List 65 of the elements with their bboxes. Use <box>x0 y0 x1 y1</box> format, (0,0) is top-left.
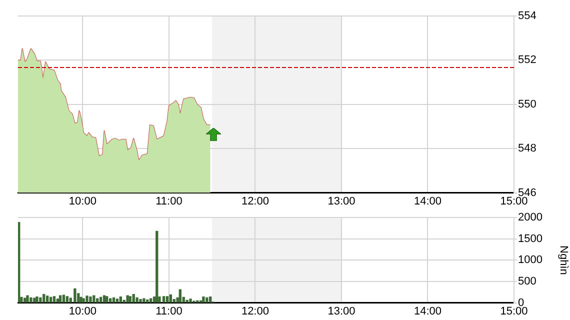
bar <box>119 296 122 303</box>
bar <box>139 299 142 303</box>
bar <box>178 289 182 303</box>
bar <box>80 296 82 303</box>
bar <box>74 288 76 303</box>
bar <box>39 297 42 303</box>
bar <box>126 295 129 303</box>
y-tick-label: 1500 <box>518 232 542 245</box>
bar <box>96 298 99 303</box>
x-tick-label: 10:00 <box>68 195 96 208</box>
bar <box>52 296 56 303</box>
bar <box>186 300 188 303</box>
bar <box>209 296 212 303</box>
y-tick-label: 1000 <box>518 254 542 266</box>
bar <box>82 298 85 303</box>
x-tick-label: 13:00 <box>328 195 356 208</box>
bar <box>42 294 46 303</box>
bar <box>196 300 199 303</box>
bar <box>36 296 38 303</box>
bar <box>132 294 135 303</box>
bar <box>156 230 158 303</box>
x-tick-label: 11:00 <box>156 195 182 208</box>
bar <box>166 296 169 303</box>
bar <box>18 222 20 303</box>
bar <box>146 299 149 303</box>
y-tick-label: 548 <box>518 142 536 155</box>
y-tick-label: 550 <box>518 98 536 110</box>
bar <box>26 295 29 303</box>
x-tick-label: 11:00 <box>156 305 182 318</box>
bar <box>116 298 119 303</box>
bar <box>92 295 96 303</box>
y-tick-label: 2000 <box>518 212 542 224</box>
bar <box>30 297 32 303</box>
x-tick-label: 12:00 <box>241 195 269 208</box>
y-tick-label: 500 <box>518 276 536 288</box>
x-tick-label: 10:00 <box>68 305 96 318</box>
bar <box>202 296 205 303</box>
bar <box>66 296 68 303</box>
bar <box>142 298 146 303</box>
bar <box>162 296 166 303</box>
bar <box>86 296 88 303</box>
bar <box>169 294 172 303</box>
bar <box>150 298 152 303</box>
bar <box>46 296 49 303</box>
bar <box>106 296 108 303</box>
bar <box>136 297 138 303</box>
x-tick-label: 14:00 <box>414 195 442 208</box>
y-tick-label: 552 <box>518 54 536 66</box>
bar <box>99 296 102 303</box>
x-tick-label: 15:00 <box>500 305 528 318</box>
y-tick-label: 554 <box>518 10 536 22</box>
bar <box>49 296 52 303</box>
x-tick-label: 15:00 <box>500 195 528 208</box>
x-tick-label: 14:00 <box>414 305 442 318</box>
bar <box>58 295 62 303</box>
bar <box>102 295 106 303</box>
bar <box>189 298 192 303</box>
y-axis-title: Nghìn <box>557 246 570 275</box>
bar <box>89 296 92 303</box>
bar <box>56 298 60 303</box>
bar <box>62 294 66 303</box>
x-tick-label: 12:00 <box>241 305 269 318</box>
x-tick-label: 13:00 <box>328 305 356 318</box>
bar <box>128 296 132 303</box>
bar <box>108 298 112 303</box>
